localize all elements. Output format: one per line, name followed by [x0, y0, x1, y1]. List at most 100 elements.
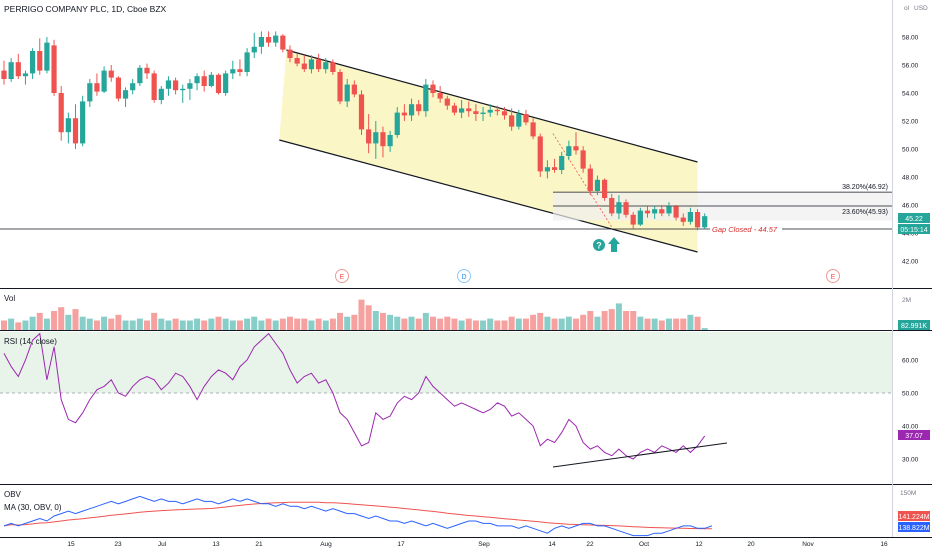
volume-bar [665, 318, 672, 330]
candle-body [173, 80, 179, 91]
price-tick: 52.00 [902, 119, 919, 126]
volume-bar [601, 311, 608, 330]
volume-bar [294, 318, 301, 330]
volume-bar [515, 318, 522, 330]
time-tick: Sep [478, 541, 490, 548]
candle-body [308, 59, 315, 70]
volume-bar [623, 311, 630, 330]
volume-bar [15, 322, 22, 330]
obv-ma-label: MA (30, OBV, 0) [4, 503, 62, 512]
candle-body [72, 118, 79, 144]
candle-body [165, 80, 172, 89]
candle-body [351, 84, 357, 95]
volume-bar [165, 320, 172, 330]
volume-bar [365, 305, 372, 330]
volume-bar [530, 314, 537, 330]
candle-body [287, 49, 293, 58]
price-tick: 58.00 [902, 35, 919, 42]
candle-body [394, 112, 400, 135]
countdown-badge-bg [898, 224, 930, 234]
volume-bar [387, 314, 394, 330]
candle-body [87, 83, 93, 102]
candle-body [523, 114, 529, 123]
candle-body [65, 118, 71, 133]
candle-body [130, 83, 136, 91]
volume-bar [351, 314, 358, 330]
volume-bar [658, 320, 665, 330]
question-icon[interactable]: ? [593, 239, 605, 251]
obv-tick: 150M [900, 490, 916, 497]
candle-body [459, 108, 465, 113]
volume-series [1, 299, 708, 330]
rsi-axis: 60.00 50.00 40.00 30.00 [902, 358, 919, 464]
fib-trend-line[interactable] [552, 133, 613, 228]
candle-body [551, 167, 558, 170]
rsi-overbought-band [0, 332, 892, 393]
volume-bar [651, 318, 658, 330]
volume-bar [637, 316, 644, 330]
volume-bar [208, 318, 215, 330]
candle-body [580, 150, 586, 169]
candle-body [201, 76, 207, 86]
rsi-tick: 40.00 [902, 424, 919, 431]
event-marker-dividend[interactable]: D [457, 269, 471, 283]
rsi-label: RSI (14, close) [4, 337, 57, 346]
candle-body [609, 198, 615, 214]
candle-body [80, 101, 86, 144]
volume-bar [344, 316, 351, 330]
volume-bar [680, 318, 687, 330]
candle-body [1, 70, 7, 79]
volume-bar [272, 320, 279, 330]
volume-bar [279, 318, 286, 330]
candle-body [616, 202, 622, 214]
volume-bar [301, 318, 308, 330]
candle-body [680, 217, 686, 222]
event-marker-earnings-2[interactable]: E [826, 269, 840, 283]
chart-title: PERRIGO COMPANY PLC, 1D, Cboe BZX [4, 4, 167, 14]
candle-body [158, 88, 164, 100]
time-tick: 23 [114, 541, 122, 548]
volume-bar [122, 320, 129, 330]
candlestick-series [1, 31, 708, 231]
candle-body [687, 212, 693, 222]
candle-body [694, 212, 701, 228]
candle-body [416, 104, 422, 112]
candle-body [223, 73, 229, 93]
volume-bar [115, 314, 122, 330]
rsi-trend-line[interactable] [552, 442, 728, 468]
price-badge-bg [898, 213, 930, 223]
volume-bar [358, 299, 365, 330]
candle-body [623, 202, 629, 215]
volume-bar [108, 318, 115, 330]
obv-ma-badge: 141.224M [898, 514, 929, 521]
candle-body [294, 58, 300, 64]
price-badge: 45.22 [905, 216, 923, 223]
candle-body [373, 132, 379, 144]
channel-lower-line[interactable] [279, 139, 698, 253]
obv-label: OBV [4, 490, 22, 499]
volume-bar [315, 318, 322, 330]
candle-body [101, 70, 107, 92]
candle-body [602, 179, 608, 198]
volume-bar [472, 320, 479, 330]
volume-bar [694, 316, 701, 330]
volume-bar [22, 320, 29, 330]
volume-bar [58, 307, 65, 330]
candle-body [137, 67, 143, 84]
volume-bar [158, 318, 165, 330]
event-marker-earnings-1[interactable]: E [335, 269, 349, 283]
candle-body [501, 111, 508, 116]
volume-bar [229, 320, 236, 330]
candle-body [652, 209, 658, 214]
volume-bar [394, 316, 401, 330]
volume-tick: 2M [902, 297, 911, 304]
candle-body [644, 210, 651, 214]
volume-bar [573, 318, 579, 330]
channel-upper-line[interactable] [286, 49, 698, 163]
candle-body [301, 63, 307, 70]
volume-bar [501, 320, 508, 330]
candle-body [509, 115, 515, 127]
event-letter: E [831, 274, 836, 281]
candle-body [344, 84, 350, 102]
